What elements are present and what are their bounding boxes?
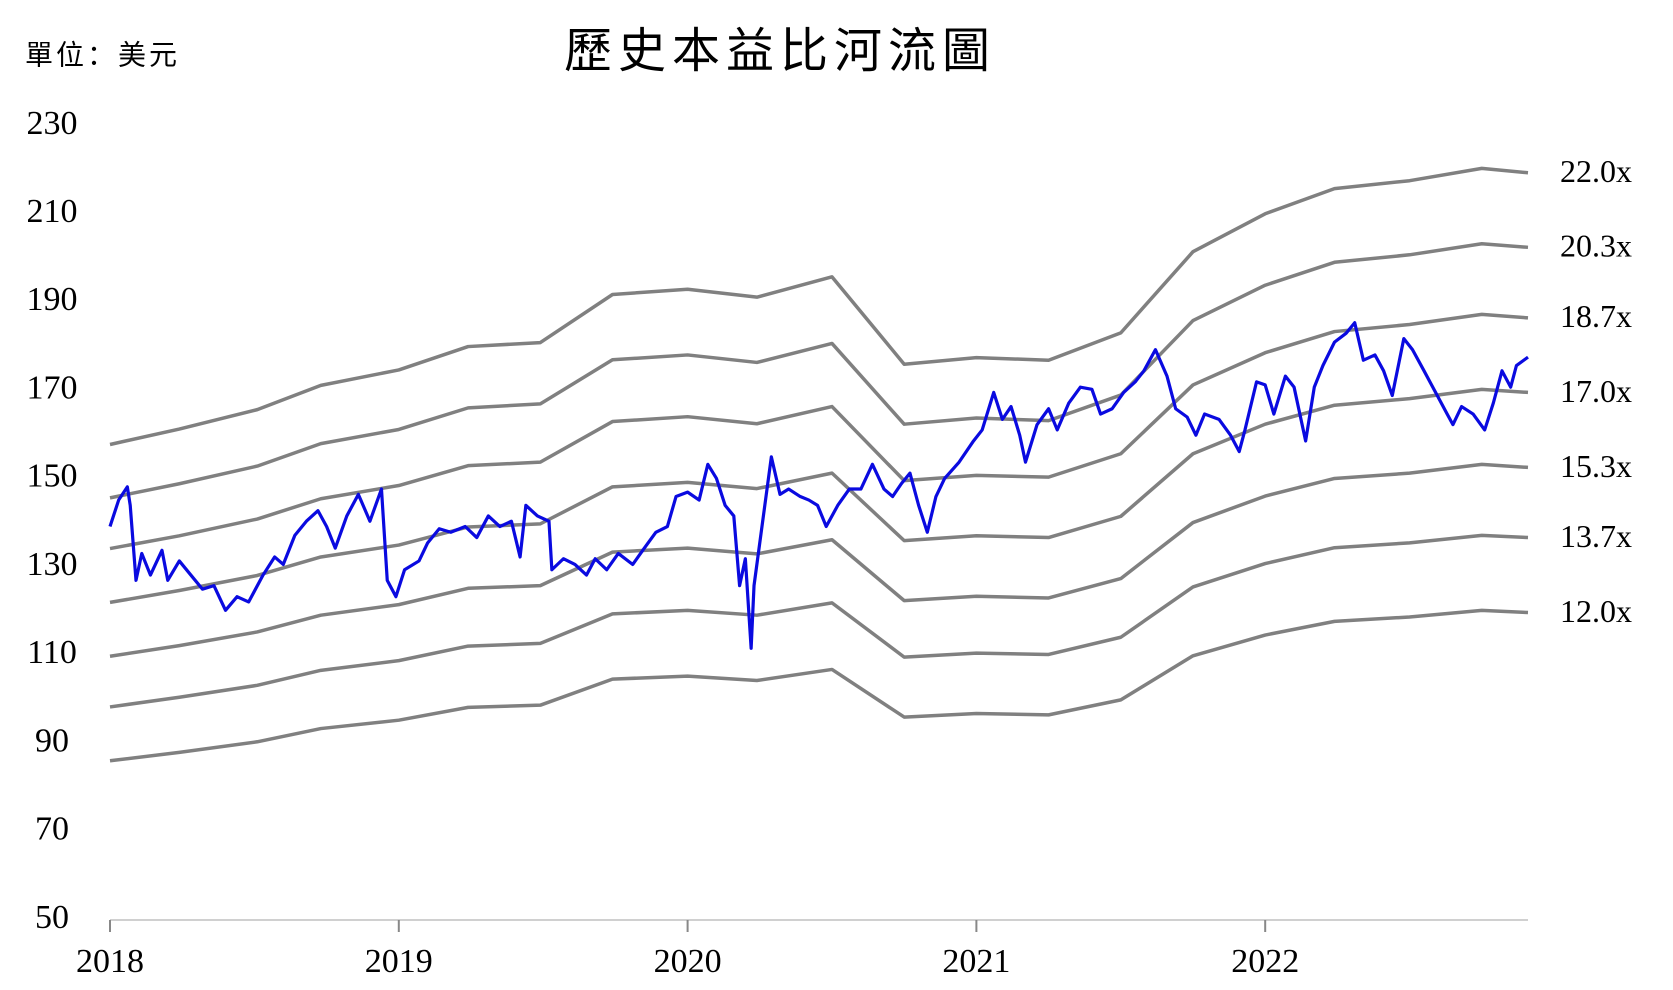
pe-band-line [109, 533, 1529, 709]
y-tick-label: 90 [35, 722, 69, 759]
x-tick-label: 2019 [365, 943, 433, 980]
x-tick-label: 2020 [654, 943, 722, 980]
pe-band-line [109, 608, 1529, 763]
y-tick-label: 150 [27, 458, 78, 495]
y-tick-label: 50 [35, 899, 69, 936]
x-tick-label: 2022 [1231, 943, 1299, 980]
pe-band-line [109, 462, 1529, 658]
band-label: 22.0x [1560, 153, 1632, 189]
band-label: 15.3x [1560, 448, 1632, 484]
y-tick-label: 110 [27, 634, 77, 671]
chart-title: 歷史本益比河流圖 [564, 25, 996, 78]
band-label: 20.3x [1560, 228, 1632, 264]
band-label: 12.0x [1560, 593, 1632, 629]
x-tick-label: 2018 [76, 943, 144, 980]
y-tick-label: 130 [27, 546, 78, 583]
y-tick-label: 210 [27, 193, 78, 230]
y-tick-label: 70 [35, 811, 69, 848]
band-label: 13.7x [1560, 518, 1632, 554]
y-tick-label: 230 [27, 105, 78, 142]
y-tick-label: 190 [27, 281, 78, 318]
unit-label: 單位：美元 [25, 39, 180, 71]
pe-band-line [109, 242, 1529, 500]
band-label: 18.7x [1560, 298, 1632, 334]
x-tick-label: 2021 [942, 943, 1010, 980]
pe-band-line [109, 387, 1529, 605]
price-line [108, 321, 1529, 650]
band-label: 17.0x [1560, 373, 1632, 409]
pe-band-line [109, 312, 1529, 551]
y-tick-label: 170 [27, 369, 78, 406]
pe-band-line [109, 166, 1529, 447]
